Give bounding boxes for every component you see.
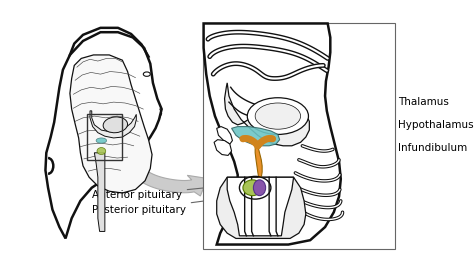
Polygon shape [94,153,105,232]
Ellipse shape [143,72,150,76]
Polygon shape [214,140,232,155]
Polygon shape [225,83,310,146]
Polygon shape [232,126,280,146]
Ellipse shape [247,98,309,134]
Polygon shape [217,177,306,238]
Polygon shape [46,32,162,238]
Bar [87,114,122,160]
Text: Posterior pituitary: Posterior pituitary [92,195,249,214]
Bar [203,23,395,249]
Text: Infundibulum: Infundibulum [267,142,467,160]
Text: Hypothalamus: Hypothalamus [284,120,473,135]
Ellipse shape [97,148,106,155]
Polygon shape [70,55,152,193]
Polygon shape [90,111,137,138]
Polygon shape [255,146,262,177]
Text: Thalamus: Thalamus [311,97,448,116]
Ellipse shape [243,180,262,196]
Ellipse shape [103,117,128,133]
Polygon shape [119,155,207,196]
Ellipse shape [96,138,107,143]
Polygon shape [217,126,232,144]
Polygon shape [204,23,341,244]
Ellipse shape [255,103,301,129]
Polygon shape [227,177,293,236]
Text: Anterior pituitary: Anterior pituitary [92,185,237,200]
Ellipse shape [254,180,265,196]
